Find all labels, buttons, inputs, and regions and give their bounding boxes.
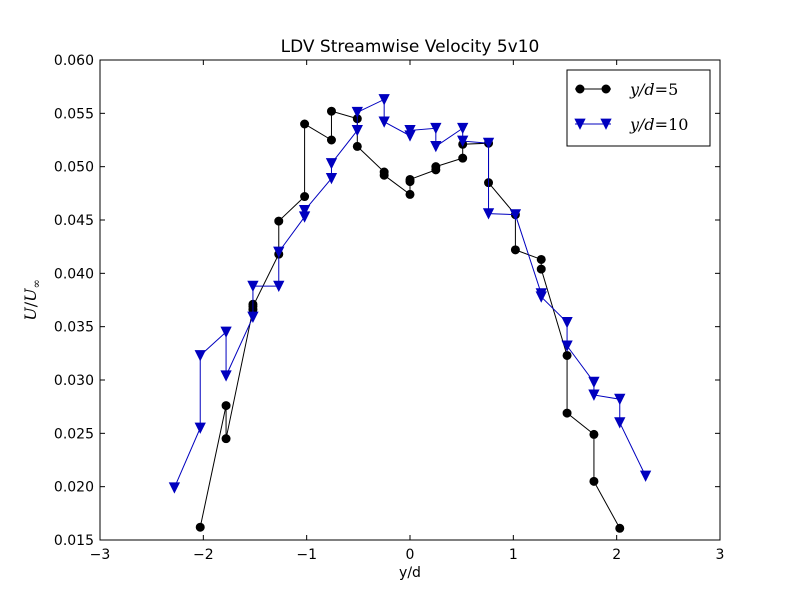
- data-point: [326, 106, 336, 116]
- data-point: [273, 246, 285, 258]
- data-point: [194, 350, 206, 362]
- data-point: [561, 340, 573, 352]
- data-point: [325, 172, 338, 185]
- y-tick-label: 0.015: [54, 533, 94, 549]
- data-point: [194, 422, 206, 434]
- data-point: [589, 476, 599, 486]
- x-axis-label: y/d: [399, 565, 421, 581]
- data-point: [588, 389, 600, 401]
- data-point: [300, 119, 310, 129]
- data-point: [195, 522, 205, 532]
- data-point: [379, 170, 389, 180]
- data-point: [405, 189, 415, 199]
- data-point: [247, 311, 259, 323]
- data-point: [326, 135, 336, 145]
- x-tick-label: 2: [612, 547, 621, 563]
- x-tick-label: 1: [509, 547, 518, 563]
- x-tick-label: −1: [296, 547, 317, 563]
- data-point: [457, 122, 469, 135]
- y-axis: 0.015 0.020 0.025 0.030 0.035 0.040 0.045 0.050…: [54, 53, 720, 549]
- y-tick-label: 0.025: [54, 426, 94, 442]
- legend-marker: [574, 118, 586, 130]
- data-point: [404, 125, 416, 137]
- x-tick-label: −2: [193, 547, 214, 563]
- data-point: [482, 137, 495, 150]
- data-point: [221, 434, 231, 444]
- data-point: [536, 254, 546, 264]
- y-tick-label: 0.035: [54, 320, 94, 336]
- data-point: [325, 158, 338, 170]
- data-point: [247, 280, 259, 293]
- data-point: [614, 393, 626, 406]
- x-tick-label: 3: [716, 547, 725, 563]
- legend: y/d=5 y/d=10: [566, 69, 711, 147]
- y-axis-label: U/U∞: [21, 279, 43, 321]
- data-point: [536, 264, 546, 274]
- data-point: [535, 291, 547, 303]
- y-tick-label: 0.045: [54, 213, 94, 229]
- data-point: [168, 482, 181, 494]
- data-point: [405, 174, 415, 184]
- chart-title: LDV Streamwise Velocity 5v10: [281, 37, 540, 57]
- data-point: [615, 523, 625, 533]
- data-point: [300, 192, 310, 202]
- data-point: [562, 350, 572, 360]
- series-2: [168, 94, 652, 494]
- data-point: [220, 370, 232, 382]
- y-tick-label: 0.055: [54, 106, 94, 122]
- legend-label: y/d=5: [629, 80, 678, 99]
- x-axis: −3 −2 −1 0 1 2 3: [90, 60, 725, 563]
- x-tick-label: 0: [406, 547, 415, 563]
- y-tick-label: 0.040: [54, 266, 94, 282]
- data-point: [431, 162, 441, 172]
- data-point: [351, 125, 363, 137]
- data-point: [220, 326, 232, 338]
- series-layer: [168, 94, 652, 533]
- data-point: [378, 116, 390, 128]
- legend-marker: [600, 118, 612, 130]
- y-tick-label: 0.060: [54, 53, 94, 69]
- data-point: [561, 316, 573, 329]
- y-axis-label-text: U/U∞: [21, 279, 43, 321]
- series-line: [199, 110, 621, 529]
- data-point: [510, 245, 520, 255]
- data-point: [562, 408, 572, 418]
- data-point: [352, 141, 362, 151]
- x-tick-label: −3: [90, 547, 111, 563]
- y-tick-label: 0.050: [54, 160, 94, 176]
- data-point: [298, 204, 311, 217]
- data-point: [458, 153, 468, 163]
- data-point: [482, 208, 495, 220]
- legend-marker: [601, 84, 611, 94]
- data-point: [274, 216, 284, 226]
- data-point: [221, 401, 231, 411]
- data-point: [378, 94, 390, 106]
- data-point: [589, 429, 599, 439]
- legend-entry: y/d=10: [574, 115, 688, 134]
- data-point: [639, 470, 652, 482]
- legend-frame: [566, 69, 711, 147]
- y-tick-label: 0.020: [54, 480, 94, 496]
- data-point: [430, 122, 442, 135]
- data-point: [614, 417, 626, 429]
- data-point: [430, 140, 442, 153]
- y-tick-label: 0.030: [54, 373, 94, 389]
- legend-entry: y/d=5: [575, 80, 678, 99]
- legend-marker: [575, 84, 585, 94]
- data-point: [273, 280, 285, 293]
- data-point: [351, 106, 363, 119]
- data-point: [588, 376, 600, 389]
- data-point: [457, 135, 469, 147]
- data-point: [509, 209, 522, 221]
- legend-label: y/d=10: [629, 115, 688, 134]
